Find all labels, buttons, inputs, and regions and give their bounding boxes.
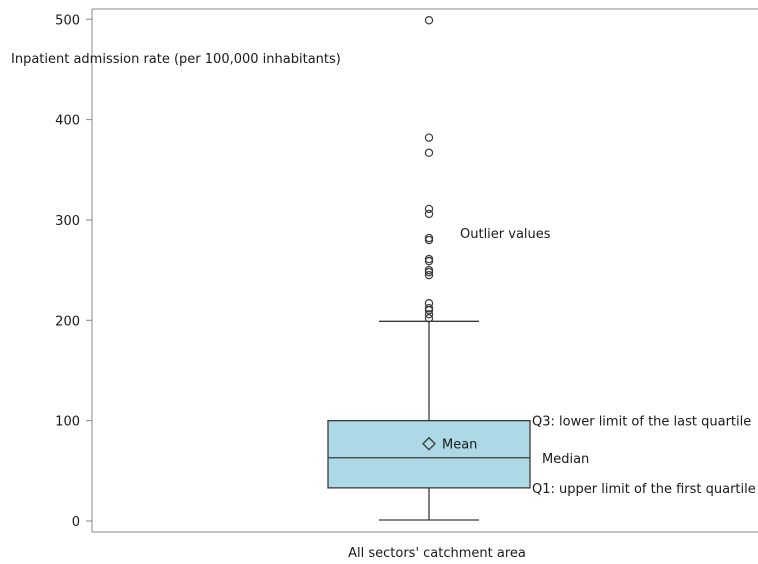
outlier-point <box>424 299 434 308</box>
y-axis-title: Inpatient admission rate (per 100,000 in… <box>11 52 341 67</box>
mean-marker <box>422 436 436 451</box>
y-tick-label: 500 <box>55 13 80 28</box>
box-plot-series <box>327 320 531 521</box>
outlier-point <box>424 310 434 319</box>
y-axis-ticks: 0 100 200 300 400 500 <box>55 13 92 530</box>
outlier-point <box>424 233 434 243</box>
outlier-point <box>424 265 434 275</box>
q3-annotation: Q3: lower limit of the last quartile <box>532 415 751 430</box>
outlier-values-annotation: Outlier values <box>460 227 551 242</box>
outlier-points <box>424 16 434 323</box>
outlier-point <box>424 304 434 313</box>
y-tick-label: 300 <box>55 214 80 229</box>
x-axis-category-label: All sectors' catchment area <box>348 546 526 561</box>
outlier-point <box>424 16 434 25</box>
outlier-point <box>424 133 434 142</box>
y-tick-label: 200 <box>55 314 80 329</box>
interquartile-box <box>327 419 531 489</box>
outlier-point <box>424 204 434 214</box>
y-tick-label: 100 <box>55 415 80 430</box>
outlier-point <box>424 148 434 157</box>
median-annotation: Median <box>542 452 589 467</box>
y-tick-label: 400 <box>55 114 80 129</box>
q1-annotation: Q1: upper limit of the first quartile <box>532 482 756 497</box>
outlier-point <box>424 314 434 323</box>
outlier-point <box>424 254 434 264</box>
y-tick-label: 0 <box>72 515 80 530</box>
outlier-point <box>424 270 434 280</box>
mean-label: Mean <box>442 438 477 453</box>
outlier-point <box>424 209 434 219</box>
